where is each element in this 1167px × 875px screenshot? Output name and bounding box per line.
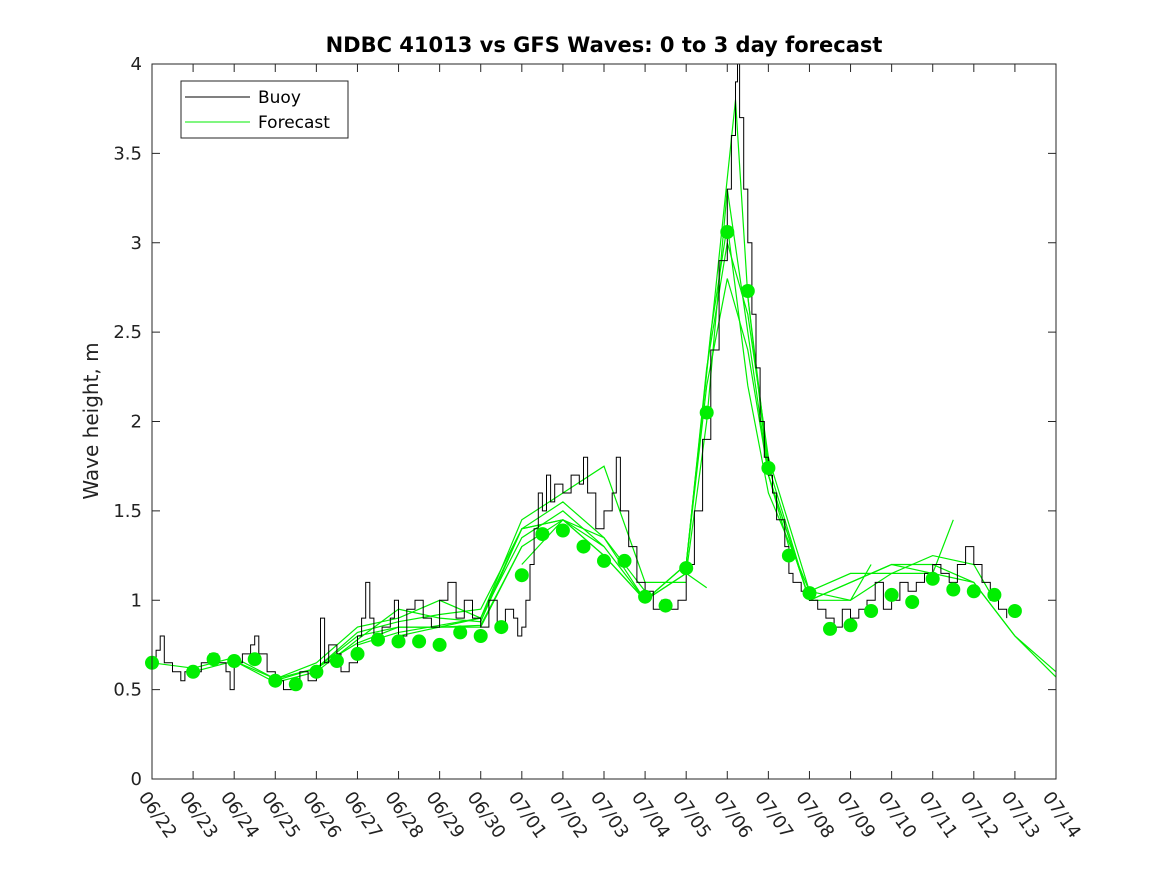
y-tick-label: 0.5 [113, 680, 142, 701]
analysis-point [432, 637, 447, 652]
analysis-point [597, 553, 611, 568]
analysis-point [288, 677, 303, 692]
analysis-point [412, 634, 427, 649]
legend-forecast-label: Forecast [258, 113, 330, 133]
y-tick-label: 1 [131, 590, 142, 611]
y-tick-label: 3.5 [113, 143, 142, 164]
y-tick-label: 2 [131, 412, 142, 433]
x-tick-label: 07/04 [627, 788, 674, 843]
forecast-line-8 [562, 189, 954, 602]
forecast-line-3 [275, 501, 646, 682]
axes-box [151, 63, 1057, 780]
y-tick-label: 1.5 [113, 501, 142, 522]
x-tick-label: 06/30 [463, 788, 510, 843]
analysis-point [329, 654, 344, 668]
analysis-point [535, 527, 550, 542]
analysis-point [268, 673, 283, 688]
analysis-point [576, 539, 591, 554]
analysis-point [802, 586, 817, 601]
x-tick-label: 07/07 [750, 788, 797, 843]
analysis-point [864, 604, 879, 618]
forecast-line-6 [398, 278, 790, 637]
x-tick-label: 07/11 [915, 788, 962, 843]
y-axis-label: Wave height, m [79, 342, 103, 499]
x-tick-label: 06/22 [134, 788, 181, 843]
analysis-point [638, 589, 653, 604]
legend-box [180, 80, 349, 139]
x-tick-label: 07/02 [545, 788, 592, 843]
analysis-point [206, 652, 221, 667]
x-tick-label: 06/26 [298, 788, 345, 843]
x-tick-label: 07/05 [668, 788, 715, 843]
y-tick-label: 0 [131, 769, 142, 790]
x-tick-label: 06/25 [257, 788, 304, 843]
analysis-point [350, 646, 365, 661]
x-tick-label: 06/24 [216, 788, 263, 843]
analysis-point [884, 587, 899, 602]
forecast-line-11 [747, 296, 1057, 678]
x-tick-label: 07/01 [504, 788, 551, 843]
analysis-point [843, 618, 858, 633]
chart-title: NDBC 41013 vs GFS Waves: 0 to 3 day fore… [326, 33, 883, 57]
analysis-point [720, 225, 735, 239]
analysis-point [823, 621, 837, 636]
x-tick-label: 07/06 [709, 788, 756, 843]
x-tick-label: 06/27 [339, 788, 386, 843]
analysis-point [555, 523, 570, 538]
forecast-line-10 [685, 99, 1057, 673]
y-tick-label: 4 [131, 54, 142, 75]
analysis-point [925, 571, 940, 586]
analysis-point [514, 568, 529, 583]
x-tick-label: 07/14 [1038, 788, 1085, 843]
x-tick-label: 07/03 [586, 788, 633, 843]
x-tick-label: 06/23 [175, 788, 222, 843]
analysis-point [227, 654, 242, 668]
analysis-point [494, 620, 509, 635]
legend: Buoy Forecast [180, 80, 349, 139]
analysis-point [453, 625, 468, 640]
x-tick-label: 07/13 [997, 788, 1044, 843]
x-tick-label: 07/12 [956, 788, 1003, 843]
x-tick-label: 06/29 [422, 788, 469, 843]
x-tick-label: 07/09 [832, 788, 879, 843]
analysis-point [987, 587, 1002, 602]
analysis-point [679, 561, 694, 576]
y-tick-label: 3 [131, 233, 142, 254]
analysis-point [1007, 604, 1022, 618]
x-tick-label: 07/10 [874, 788, 921, 843]
analysis-point [473, 629, 488, 643]
analysis-point [761, 461, 776, 475]
y-tick-label: 2.5 [113, 322, 142, 343]
forecast-line-9 [644, 224, 995, 601]
x-tick-label: 07/08 [791, 788, 838, 843]
plot-area [145, 63, 1057, 692]
analysis-point [309, 664, 324, 679]
analysis-point [905, 595, 920, 609]
forecast-line-1 [192, 519, 564, 684]
analysis-point [391, 634, 406, 649]
buoy-line [152, 63, 1008, 691]
axes: 00.511.522.533.5406/2206/2306/2406/2506/… [113, 54, 1085, 842]
analysis-point [658, 598, 673, 613]
analysis-point [740, 284, 755, 298]
x-tick-label: 06/28 [380, 788, 427, 843]
legend-buoy-label: Buoy [258, 88, 301, 108]
analysis-point [781, 548, 796, 563]
analysis-point [699, 405, 714, 420]
analysis-point [186, 664, 201, 679]
analysis-point [966, 584, 981, 599]
analysis-point [371, 632, 385, 647]
forecast-line-7 [521, 242, 872, 602]
analysis-point [946, 582, 961, 597]
analysis-point [247, 652, 262, 667]
analysis-point [617, 553, 632, 568]
